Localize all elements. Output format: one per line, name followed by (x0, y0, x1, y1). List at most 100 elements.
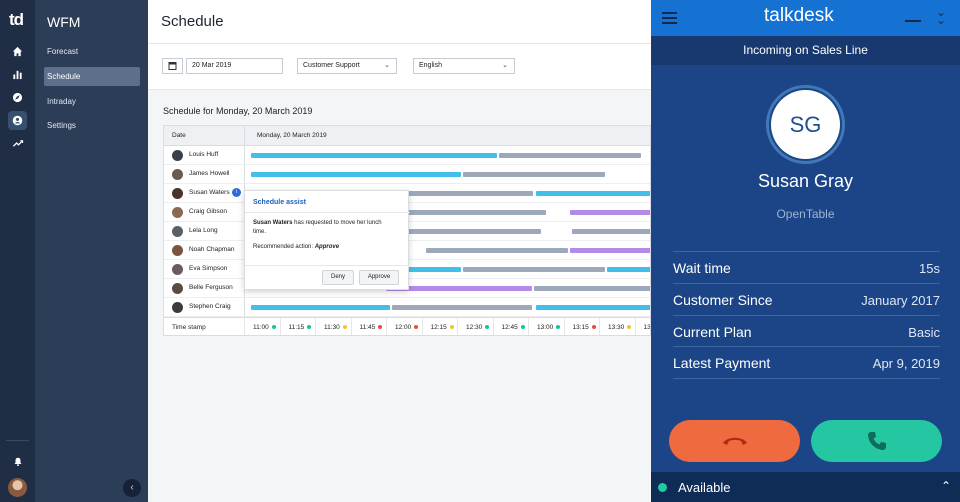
agent-avatar (172, 169, 183, 180)
user-icon[interactable] (8, 111, 27, 130)
caller-avatar: SG (771, 90, 840, 159)
rail-divider (6, 440, 29, 441)
shift-bar-break[interactable] (386, 229, 541, 234)
agent-name: Noah Chapman (189, 246, 235, 253)
shift-bar-break[interactable] (392, 305, 532, 310)
shift-bar-work[interactable] (536, 305, 650, 310)
info-key: Wait time (673, 260, 731, 276)
timestamp-row: Time stamp 11:00 11:15 11:30 11:45 12:00 12:1… (164, 317, 651, 335)
nav-item-settings[interactable]: Settings (47, 121, 76, 130)
talkdesk-panel: talkdesk ⌄ ⌄ Incoming on Sales Line SG Su… (651, 0, 960, 502)
queue-select[interactable]: Customer Support ⌄ (297, 58, 397, 74)
timestamp-time: 12:30 (466, 324, 483, 331)
deny-button[interactable]: Deny (322, 270, 354, 285)
recommended-label: Recommended action: (253, 244, 314, 250)
popover-title: Schedule assist (253, 199, 306, 206)
agent-status-label: Available (678, 480, 731, 495)
agent-name: Craig Gibson (189, 208, 227, 215)
info-badge[interactable]: i (232, 188, 241, 197)
shift-bar-work[interactable] (251, 172, 461, 177)
agent-row[interactable]: James Howell (164, 165, 650, 184)
date-field[interactable]: 20 Mar 2019 (186, 58, 283, 74)
shift-bar-lunch[interactable] (570, 210, 650, 215)
shift-bar-work[interactable] (536, 191, 650, 196)
user-avatar[interactable] (8, 478, 27, 497)
agent-status-bar[interactable]: Available ⌃ (651, 472, 960, 502)
nav-item-intraday[interactable]: Intraday (47, 97, 76, 106)
language-select[interactable]: English ⌄ (413, 58, 515, 74)
timestamp-status-dot (414, 325, 419, 330)
timestamp-status-dot (627, 325, 632, 330)
shift-bar-lunch[interactable] (386, 286, 532, 291)
timestamp-status-dot (378, 325, 383, 330)
agent-row[interactable]: Belle Ferguson (164, 279, 650, 298)
shift-bar-work[interactable] (251, 305, 390, 310)
menu-icon[interactable] (662, 12, 677, 27)
bell-icon[interactable] (8, 452, 27, 471)
timestamp-cell: 13:15 (563, 318, 600, 335)
page-title: Schedule (161, 13, 224, 30)
timestamp-cell: 11:30 (315, 318, 351, 335)
info-row-latest-payment: Latest Payment Apr 9, 2019 (673, 346, 940, 378)
info-value: Apr 9, 2019 (872, 356, 940, 371)
shift-bar-lunch[interactable] (570, 248, 650, 253)
talkdesk-topbar: talkdesk ⌄ ⌄ (651, 0, 960, 36)
shift-bar-break[interactable] (386, 210, 546, 215)
nav-item-forecast[interactable]: Forecast (47, 47, 79, 56)
shift-bar-break[interactable] (534, 286, 650, 291)
approve-button[interactable]: Approve (359, 270, 399, 285)
queue-select-value: Customer Support (303, 62, 360, 69)
bar-chart-icon[interactable] (8, 65, 27, 84)
calendar-button[interactable] (162, 58, 183, 74)
schedule-assist-popover: Schedule assist Susan Waters has request… (244, 190, 410, 290)
agent-row[interactable]: Louis Huff (164, 146, 650, 165)
collapse-nav-button[interactable]: ‹ (123, 479, 141, 497)
schedule-heading: Schedule for Monday, 20 March 2019 (163, 106, 313, 116)
app-logo: td (9, 10, 24, 29)
popover-message: Susan Waters has requested to move her l… (253, 219, 393, 237)
shift-bar-break[interactable] (386, 191, 533, 196)
nav-item-schedule[interactable]: Schedule (44, 67, 140, 86)
timestamp-cell: 11:00 (244, 318, 280, 335)
page-header: Schedule (148, 0, 651, 44)
shift-bar-break[interactable] (463, 172, 605, 177)
info-key: Latest Payment (673, 355, 771, 371)
accept-call-button[interactable] (811, 420, 942, 462)
timestamp-status-dot (449, 325, 454, 330)
timestamp-label: Time stamp (172, 324, 206, 331)
agent-row[interactable]: Stephen Craig (164, 298, 650, 317)
timestamp-cell: 11:15 (279, 318, 316, 335)
trend-icon[interactable] (8, 134, 27, 153)
home-icon[interactable] (8, 42, 27, 61)
timestamp-time: 13:00 (537, 324, 554, 331)
agent-name: Lela Long (189, 227, 218, 234)
nav-panel: WFM Forecast Schedule Intraday Settings … (35, 0, 148, 502)
popover-message-text: has requested to move her lunch time. (253, 220, 382, 235)
shift-bar-work[interactable] (251, 153, 497, 158)
timestamp-cell: 12:15 (421, 318, 458, 335)
module-title: WFM (47, 14, 81, 30)
popover-divider (245, 265, 410, 266)
hang-up-icon (722, 437, 747, 445)
minimize-icon[interactable] (905, 20, 921, 22)
double-chevron-down-icon[interactable]: ⌄ ⌄ (936, 5, 947, 27)
status-dot (658, 483, 667, 492)
timestamp-cell: 12:00 (386, 318, 422, 335)
decline-call-button[interactable] (669, 420, 800, 462)
agent-avatar (172, 188, 183, 199)
shift-bar-break[interactable] (499, 153, 641, 158)
shift-bar-work[interactable] (607, 267, 650, 272)
agent-name: Stephen Craig (189, 303, 231, 310)
timestamp-time: 13:45 (643, 324, 651, 331)
compass-icon[interactable] (8, 88, 27, 107)
shift-bar-work[interactable] (389, 267, 461, 272)
agent-name: Eva Simpson (189, 265, 228, 272)
timestamp-cell: 11:45 (350, 318, 387, 335)
shift-bar-break[interactable] (572, 229, 650, 234)
incoming-call-banner: Incoming on Sales Line (651, 36, 960, 65)
chevron-up-icon[interactable]: ⌃ (941, 479, 952, 493)
icon-rail: td (0, 0, 35, 502)
shift-bar-break[interactable] (426, 248, 568, 253)
shift-bar-break[interactable] (463, 267, 605, 272)
